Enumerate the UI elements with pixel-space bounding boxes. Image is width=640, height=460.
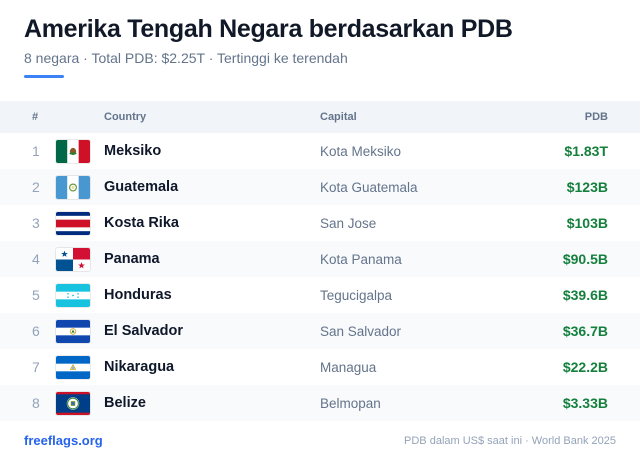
table-row: 2 Guatemala Kota Guatemala $123B (0, 169, 640, 205)
row-flag-cell (56, 391, 104, 415)
row-country: Kosta Rika (104, 215, 179, 231)
column-header-capital: Capital (320, 111, 357, 123)
row-flag-cell (56, 175, 104, 199)
row-country: Nikaragua (104, 359, 175, 375)
row-pdb: $39.6B (562, 287, 608, 303)
column-header-country: Country (104, 111, 147, 123)
column-header-rank: # (32, 111, 39, 123)
row-flag-cell (56, 283, 104, 307)
brand-link[interactable]: freeflags.org (24, 433, 103, 448)
table-row: 4 Panama Kota Panama $90.5B (0, 241, 640, 277)
row-rank: 1 (32, 143, 40, 159)
row-capital: Managua (320, 359, 377, 375)
row-rank: 6 (32, 323, 40, 339)
row-flag-cell (56, 355, 104, 379)
row-pdb: $1.83T (564, 143, 608, 159)
row-pdb: $123B (566, 179, 608, 195)
table-row: 7 Nikaragua Managua $22.2B (0, 349, 640, 385)
row-flag-cell (56, 319, 104, 343)
nicaragua-flag-icon (56, 355, 90, 379)
row-capital: Kota Meksiko (320, 143, 402, 159)
row-rank: 5 (32, 287, 40, 303)
costa-rica-flag-icon (56, 211, 90, 235)
row-rank: 8 (32, 395, 40, 411)
page-footer: freeflags.org PDB dalam US$ saat ini · W… (24, 433, 616, 448)
table-row: 1 Meksiko Kota Meksiko $1.83T (0, 133, 640, 169)
row-pdb: $22.2B (562, 359, 608, 375)
source-note: PDB dalam US$ saat ini · World Bank 2025 (404, 434, 616, 447)
row-country: Honduras (104, 287, 172, 303)
row-capital: Belmopan (320, 395, 381, 411)
row-country: Meksiko (104, 143, 162, 159)
mexico-flag-icon (56, 139, 90, 163)
row-flag-cell (56, 211, 104, 235)
table-row: 3 Kosta Rika San Jose $103B (0, 205, 640, 241)
row-capital: Tegucigalpa (320, 287, 393, 303)
el-salvador-flag-icon (56, 319, 90, 343)
table-row: 8 Belize Belmopan $3.33B (0, 385, 640, 421)
row-capital: Kota Guatemala (320, 179, 418, 195)
accent-underline (24, 75, 64, 78)
gdp-table: # Country Capital PDB 1 Meksiko Kota Mek… (0, 101, 640, 421)
guatemala-flag-icon (56, 175, 90, 199)
row-capital: San Salvador (320, 323, 402, 339)
row-capital: San Jose (320, 215, 377, 231)
row-pdb: $90.5B (562, 251, 608, 267)
row-country: Guatemala (104, 179, 179, 195)
table-header: # Country Capital PDB (0, 101, 640, 133)
row-flag-cell (56, 139, 104, 163)
row-rank: 3 (32, 215, 40, 231)
row-capital: Kota Panama (320, 251, 402, 267)
page-title: Amerika Tengah Negara berdasarkan PDB (24, 15, 513, 43)
page-subtitle: 8 negara · Total PDB: $2.25T · Tertinggi… (24, 50, 348, 66)
row-pdb: $36.7B (562, 323, 608, 339)
row-rank: 4 (32, 251, 40, 267)
row-rank: 2 (32, 179, 40, 195)
page-header: Amerika Tengah Negara berdasarkan PDB 8 … (24, 14, 616, 78)
row-country: Belize (104, 395, 146, 411)
table-row: 5 Honduras Tegucigalpa $39.6B (0, 277, 640, 313)
row-flag-cell (56, 247, 104, 271)
belize-flag-icon (56, 391, 90, 415)
column-header-pdb: PDB (584, 111, 608, 123)
table-row: 6 El Salvador San Salvador $36.7B (0, 313, 640, 349)
row-country: El Salvador (104, 323, 183, 339)
row-pdb: $3.33B (562, 395, 608, 411)
row-rank: 7 (32, 359, 40, 375)
panama-flag-icon (56, 247, 90, 271)
row-country: Panama (104, 251, 160, 267)
honduras-flag-icon (56, 283, 90, 307)
row-pdb: $103B (566, 215, 608, 231)
